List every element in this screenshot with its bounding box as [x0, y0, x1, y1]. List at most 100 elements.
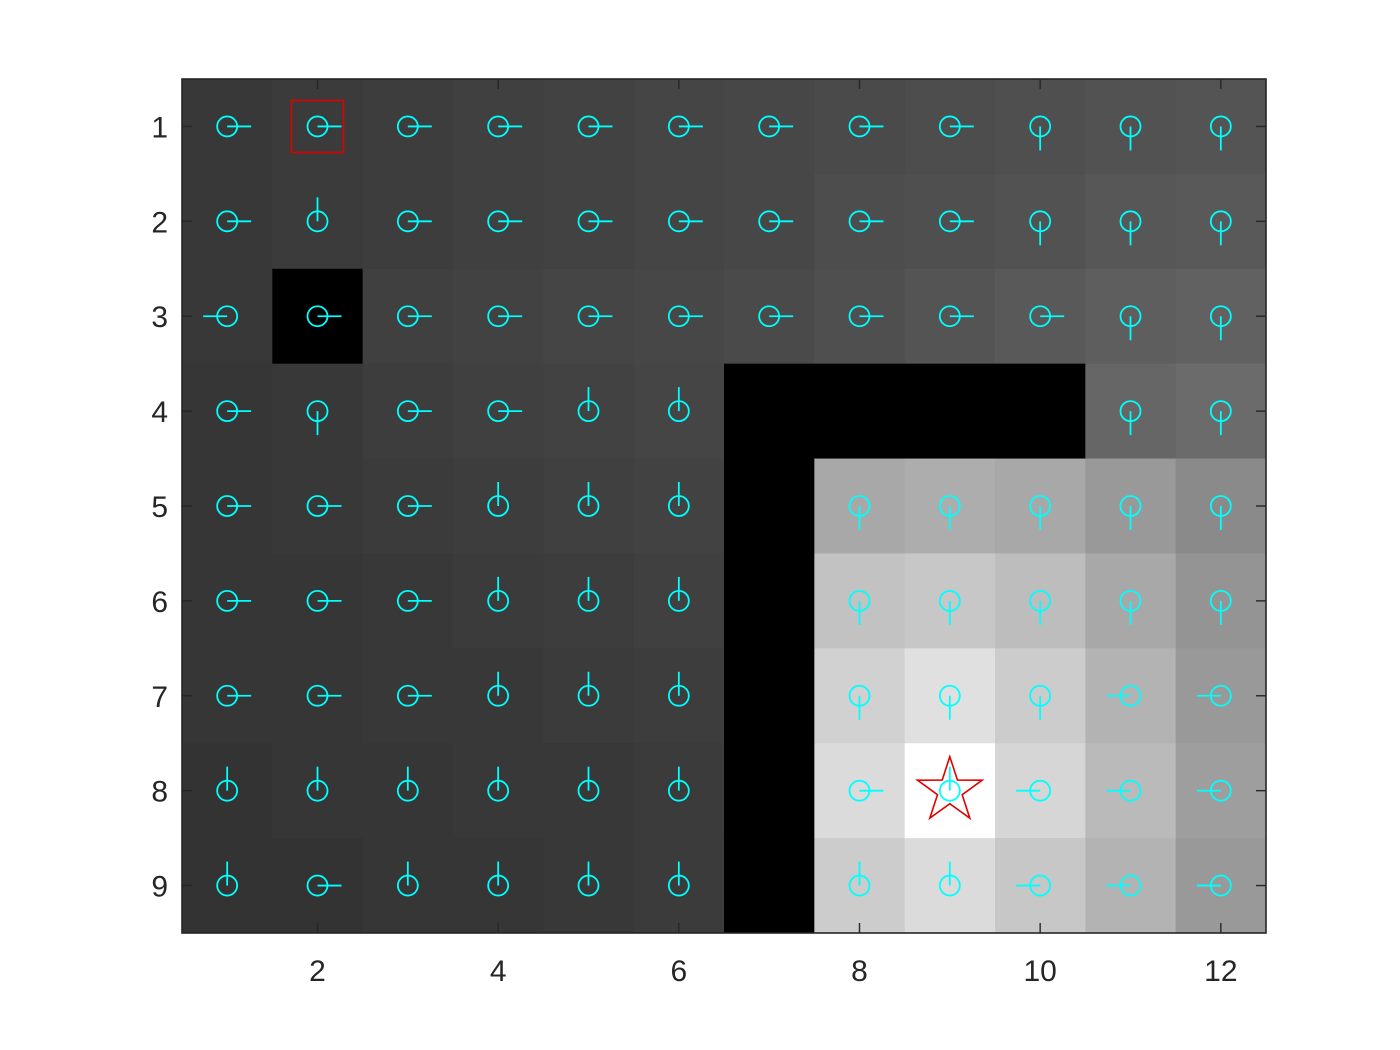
policy-arrow-marker: [1029, 495, 1052, 530]
heatmap-cell: [724, 458, 815, 554]
policy-arrow-marker: [306, 684, 342, 707]
policy-arrow-marker: [1029, 684, 1052, 720]
policy-arrow-marker: [1209, 495, 1232, 530]
policy-arrow-marker: [306, 305, 342, 328]
policy-arrow-marker: [306, 874, 342, 897]
policy-arrow-marker: [396, 305, 432, 328]
heatmap-cell: [1175, 648, 1267, 744]
policy-arrow-marker: [216, 210, 252, 233]
heatmap-cell: [724, 363, 815, 460]
policy-arrow-marker: [1209, 400, 1232, 436]
heatmap-cell: [272, 743, 364, 839]
policy-arrow-marker: [667, 861, 690, 897]
heatmap-cell: [543, 458, 635, 554]
policy-arrow-marker: [306, 197, 329, 233]
heatmap-cell: [362, 743, 454, 839]
policy-arrow-marker: [848, 589, 871, 625]
y-tick-label: 7: [151, 681, 168, 714]
policy-arrow-marker: [396, 766, 419, 802]
policy-arrow-marker: [216, 861, 239, 897]
policy-arrow-marker: [667, 115, 703, 138]
policy-arrow-marker: [487, 766, 510, 802]
heatmap-cell: [995, 838, 1086, 934]
policy-arrow-marker: [487, 115, 523, 138]
policy-arrow-marker: [938, 684, 961, 720]
policy-arrow-marker: [487, 861, 510, 897]
policy-arrow-marker: [1106, 874, 1142, 897]
policy-arrow-marker: [1016, 874, 1052, 897]
x-tick-label: 12: [1204, 955, 1237, 988]
heatmap-cell: [995, 743, 1086, 839]
policy-arrow-marker: [1119, 400, 1142, 436]
policy-arrow-markers: [203, 115, 1232, 897]
heatmap-cell: [814, 838, 906, 934]
policy-arrow-marker: [938, 115, 974, 138]
heatmap-cell: [1085, 743, 1177, 839]
y-tick-label: 8: [151, 776, 168, 809]
heatmap-cell: [633, 363, 725, 460]
heatmap-cell: [362, 838, 454, 934]
y-tick-label: 2: [151, 206, 168, 239]
policy-arrow-marker: [667, 210, 703, 233]
heatmap-cell: [543, 363, 635, 460]
y-tick-label: 6: [151, 586, 168, 619]
policy-arrow-marker: [848, 495, 871, 530]
policy-arrow-marker: [396, 861, 419, 897]
policy-arrow-marker: [577, 115, 613, 138]
policy-arrow-marker: [1029, 210, 1052, 246]
policy-arrow-marker: [487, 400, 523, 423]
policy-arrow-marker: [938, 766, 961, 802]
policy-arrow-marker: [306, 766, 329, 802]
policy-arrow-marker: [203, 305, 239, 328]
policy-arrow-marker: [577, 671, 600, 707]
policy-arrow-marker: [1196, 874, 1232, 897]
heatmap-cell: [1085, 838, 1177, 934]
x-tick-label: 4: [490, 955, 507, 988]
heatmap-cell: [633, 838, 725, 934]
policy-arrow-marker: [396, 495, 432, 517]
policy-arrow-marker: [667, 576, 690, 612]
heatmap-cell: [453, 553, 544, 649]
heatmap-cell: [543, 743, 635, 839]
policy-arrow-marker: [396, 589, 432, 612]
policy-arrow-marker: [487, 671, 510, 707]
policy-arrow-marker: [758, 305, 794, 328]
policy-arrow-marker: [848, 684, 871, 720]
policy-arrow-marker: [1119, 305, 1142, 341]
policy-arrow-marker: [1209, 115, 1232, 151]
heatmap-cell: [724, 838, 815, 934]
policy-arrow-marker: [1029, 305, 1065, 328]
policy-arrow-marker: [216, 400, 252, 423]
heatmap-cell: [543, 838, 635, 934]
heatmap-cell: [453, 743, 544, 839]
heatmap-cell: [724, 648, 815, 744]
heatmap-cell: [814, 363, 906, 460]
heatmap-cell: [182, 743, 273, 839]
policy-arrow-marker: [216, 589, 252, 612]
policy-arrow-marker: [667, 387, 690, 423]
policy-arrow-marker: [1106, 779, 1142, 802]
policy-arrow-marker: [1029, 115, 1052, 151]
start-goal-markers: [290, 99, 985, 821]
policy-arrow-marker: [848, 305, 884, 328]
policy-arrow-marker: [667, 482, 690, 517]
policy-arrow-marker: [848, 779, 884, 802]
policy-arrow-marker: [1196, 684, 1232, 707]
heatmap-cell: [1085, 648, 1177, 744]
policy-arrow-marker: [667, 766, 690, 802]
y-tick-label: 1: [151, 111, 168, 144]
goal-star-marker: [915, 754, 985, 821]
policy-arrow-marker: [1196, 779, 1232, 802]
policy-arrow-marker: [848, 861, 871, 897]
policy-arrow-marker: [667, 305, 703, 328]
x-tick-label: 10: [1023, 955, 1056, 988]
policy-arrow-marker: [1106, 684, 1142, 707]
policy-arrow-marker: [396, 684, 432, 707]
x-tick-label: 6: [670, 955, 687, 988]
policy-arrow-marker: [487, 210, 523, 233]
policy-arrow-marker: [758, 115, 794, 138]
heatmap-cell: [543, 648, 635, 744]
policy-arrow-marker: [1119, 589, 1142, 625]
